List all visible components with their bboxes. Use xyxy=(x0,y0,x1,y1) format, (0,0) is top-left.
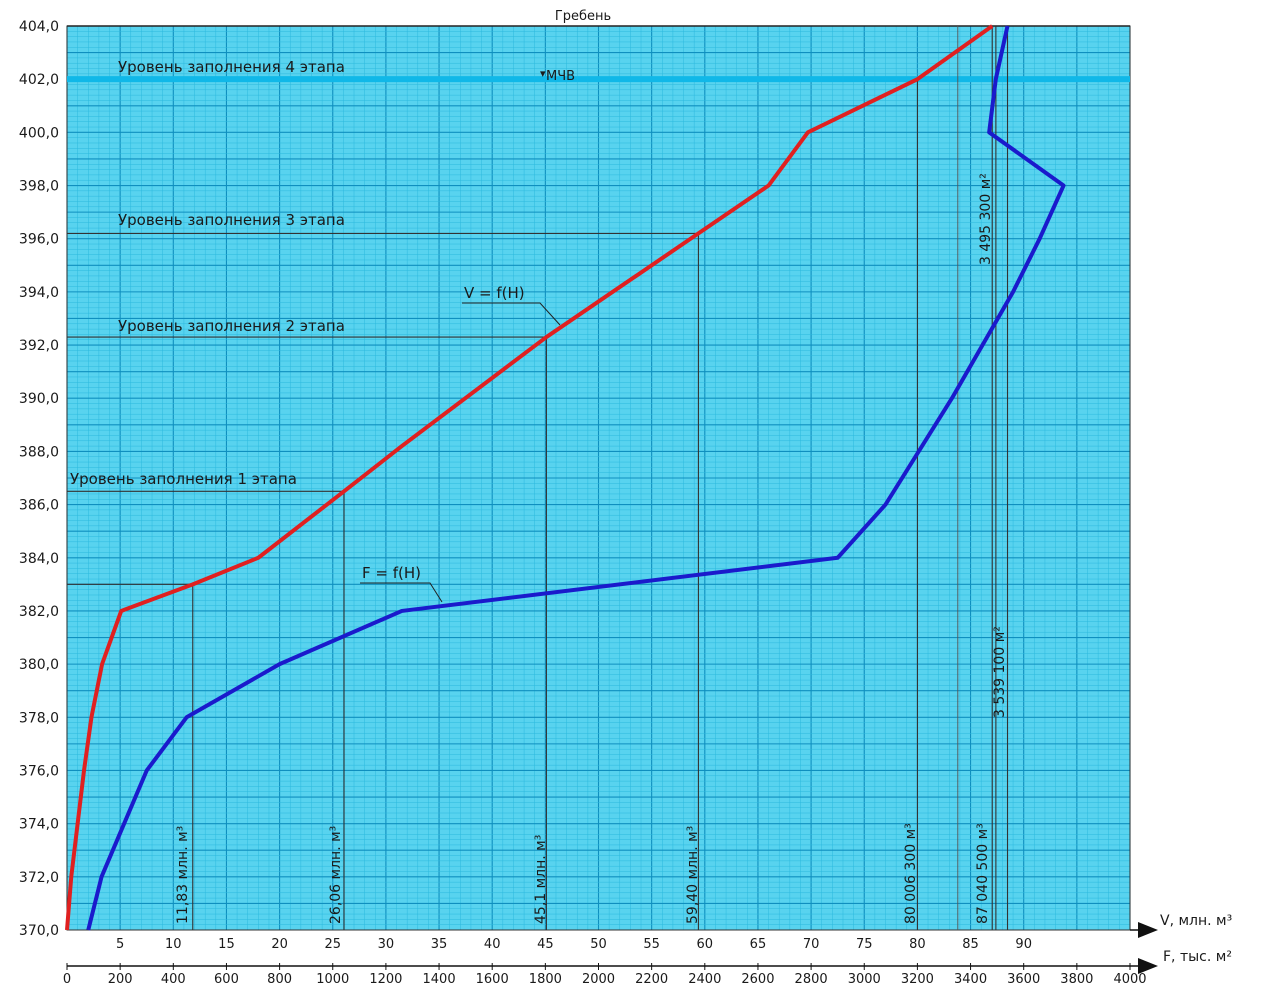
y-tick-label: 388,0 xyxy=(19,444,59,460)
f-tick-label: 3200 xyxy=(901,972,934,987)
f-tick-label: 400 xyxy=(161,972,186,987)
volume-curve-label: V = f(H) xyxy=(464,284,525,302)
series-lines xyxy=(65,24,1066,931)
y-tick-label: 394,0 xyxy=(19,285,59,301)
area-curve-label: F = f(H) xyxy=(362,564,421,582)
grid xyxy=(66,25,1131,931)
volume-mark-label: 26,06 млн. м³ xyxy=(328,826,344,924)
f-tick-label: 3600 xyxy=(1007,972,1040,987)
f-tick-label: 1600 xyxy=(476,972,509,987)
f-tick-label: 3400 xyxy=(954,972,987,987)
y-tick-label: 396,0 xyxy=(19,232,59,248)
y-tick-labels: 370,0 372,0 374,0 376,0 378,0 380,0 382,0 384,0… xyxy=(19,19,59,939)
y-tick-label: 390,0 xyxy=(19,391,59,407)
y-tick-label: 374,0 xyxy=(19,817,59,833)
v-tick-label: 5 xyxy=(116,937,124,952)
v-tick-label: 45 xyxy=(537,937,554,952)
v-tick-label: 40 xyxy=(484,937,501,952)
level-label: Уровень заполнения 4 этапа xyxy=(118,58,345,76)
f-axis-arrow xyxy=(1138,958,1158,974)
x-axes: 5 10 15 20 25 30 35 40 45 50 55 60 65 70 75 80 85 90 V, мл… xyxy=(63,913,1232,987)
volume-mark-label: 45,1 млн. м³ xyxy=(533,835,549,924)
f-tick-label: 3800 xyxy=(1060,972,1093,987)
y-tick-label: 404,0 xyxy=(19,19,59,35)
v-tick-label: 15 xyxy=(218,937,235,952)
f-tick-label: 2200 xyxy=(635,972,668,987)
v-tick-label: 60 xyxy=(697,937,714,952)
v-tick-label: 55 xyxy=(643,937,660,952)
f-tick-label: 1000 xyxy=(316,972,349,987)
f-tick-label: 4000 xyxy=(1113,972,1146,987)
mchv-marker: ▾ xyxy=(540,67,546,80)
f-tick-label: 200 xyxy=(108,972,133,987)
area-curve xyxy=(86,25,1066,931)
volume-mark-label: 59,40 млн. м³ xyxy=(685,826,701,924)
area-curve-leader xyxy=(360,582,443,603)
area-mark-label: 3 539 100 м² xyxy=(992,626,1008,718)
mchv-label: МЧВ xyxy=(546,69,575,84)
y-tick-label: 386,0 xyxy=(19,498,59,514)
y-tick-label: 380,0 xyxy=(19,657,59,673)
v-tick-label: 65 xyxy=(750,937,767,952)
y-tick-label: 384,0 xyxy=(19,551,59,567)
v-tick-label: 75 xyxy=(856,937,873,952)
annotations: Гребень МЧВ▾ Уровень заполнения 4 этапа Уро… xyxy=(70,9,1008,924)
level-label: Уровень заполнения 3 этапа xyxy=(118,211,345,229)
f-tick-label: 800 xyxy=(267,972,292,987)
y-tick-label: 376,0 xyxy=(19,763,59,779)
v-tick-label: 80 xyxy=(909,937,926,952)
f-tick-label: 2000 xyxy=(582,972,615,987)
f-tick-label: 1800 xyxy=(529,972,562,987)
v-tick-label: 25 xyxy=(324,937,341,952)
y-tick-label: 382,0 xyxy=(19,604,59,620)
v-tick-label: 10 xyxy=(165,937,182,952)
v-tick-label: 50 xyxy=(590,937,607,952)
v-axis-label: V, млн. м³ xyxy=(1160,913,1232,929)
level-label: Уровень заполнения 2 этапа xyxy=(118,317,345,335)
volume-curve xyxy=(65,24,994,931)
y-tick-label: 372,0 xyxy=(19,870,59,886)
f-tick-label: 1200 xyxy=(369,972,402,987)
y-tick-label: 402,0 xyxy=(19,72,59,88)
guide-lines xyxy=(67,25,1130,930)
v-tick-label: 70 xyxy=(803,937,820,952)
v-tick-label: 30 xyxy=(378,937,395,952)
y-tick-label: 378,0 xyxy=(19,710,59,726)
f-axis-label: F, тыс. м² xyxy=(1163,949,1232,965)
v-tick-label: 35 xyxy=(431,937,448,952)
f-tick-label: 2400 xyxy=(688,972,721,987)
v-axis-arrow xyxy=(1138,922,1158,938)
f-tick-label: 600 xyxy=(214,972,239,987)
y-tick-label: 400,0 xyxy=(19,125,59,141)
v-tick-label: 20 xyxy=(271,937,288,952)
f-tick-label: 0 xyxy=(63,972,71,987)
v-tick-label: 85 xyxy=(962,937,979,952)
f-tick-label: 2600 xyxy=(741,972,774,987)
f-tick-label: 2800 xyxy=(795,972,828,987)
crest-label: Гребень xyxy=(555,9,611,24)
volume-curve-leader xyxy=(462,302,561,326)
v-tick-label: 90 xyxy=(1015,937,1032,952)
volume-mark-label: 80 006 300 м³ xyxy=(903,823,919,924)
f-tick-label: 3000 xyxy=(848,972,881,987)
volume-mark-label: 87 040 500 м³ xyxy=(975,823,991,924)
y-tick-label: 398,0 xyxy=(19,179,59,195)
y-tick-label: 370,0 xyxy=(19,923,59,939)
volume-mark-label: 11,83 млн. м³ xyxy=(175,826,191,924)
f-tick-label: 1400 xyxy=(423,972,456,987)
level-label: Уровень заполнения 1 этапа xyxy=(70,470,297,488)
area-mark-label: 3 495 300 м² xyxy=(978,173,994,265)
y-tick-label: 392,0 xyxy=(19,338,59,354)
